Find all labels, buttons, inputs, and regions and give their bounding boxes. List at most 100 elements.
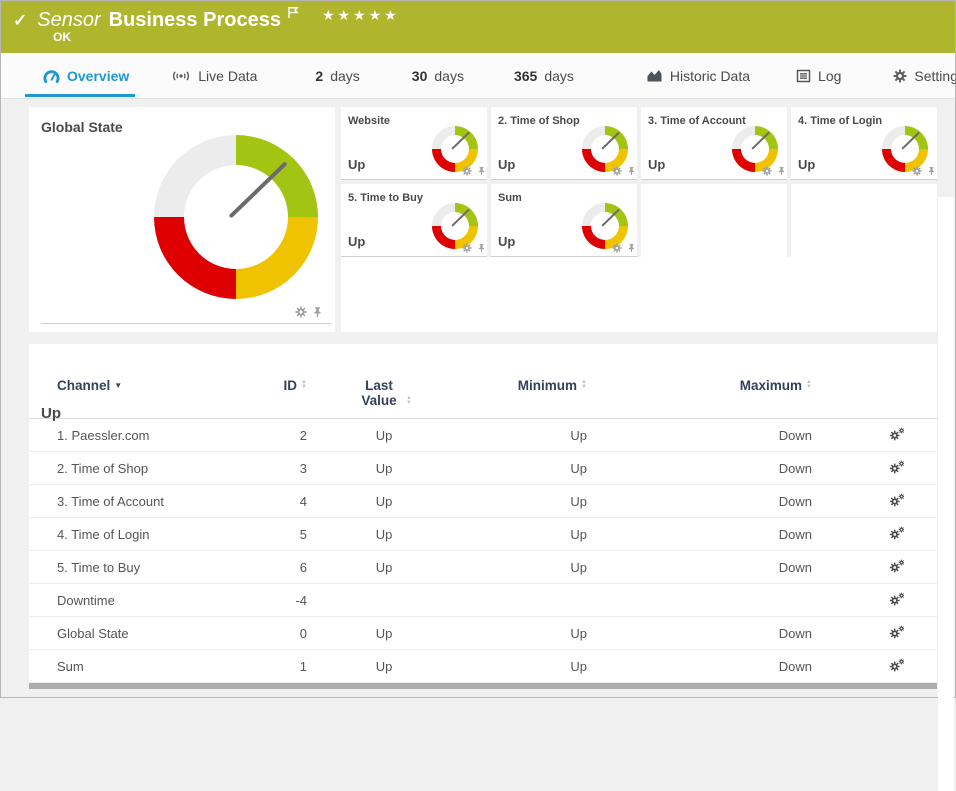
tab-live-data[interactable]: Live Data: [171, 68, 257, 84]
mini-gauge: [432, 126, 478, 172]
gauge-card-time-to-buy[interactable]: 5. Time to Buy Up: [341, 184, 487, 257]
pin-icon[interactable]: [777, 166, 786, 176]
channel-settings-gears-icon[interactable]: [812, 525, 937, 543]
cell-maximum: Down: [778, 427, 812, 443]
channel-settings-gears-icon[interactable]: [812, 624, 937, 642]
tab-365-days[interactable]: 365 days: [514, 68, 574, 84]
sort-icon: ▲ ▼: [301, 379, 307, 390]
tab-log[interactable]: Log: [796, 68, 841, 84]
tab-overview[interactable]: Overview: [24, 68, 136, 97]
pin-icon[interactable]: [627, 243, 636, 253]
channel-settings-gears-icon[interactable]: [812, 591, 937, 609]
sort-desc-icon: ▼: [114, 381, 123, 390]
cell-channel: 4. Time of Login: [57, 526, 150, 542]
cell-maximum: Down: [778, 559, 812, 575]
column-header-channel[interactable]: Channel ▼: [57, 378, 227, 393]
channel-settings-gears-icon[interactable]: [812, 426, 937, 444]
tab-2-days-num: 2: [315, 67, 324, 84]
cell-id: -4: [295, 592, 307, 608]
gear-icon[interactable]: [295, 306, 307, 318]
log-icon: [796, 69, 811, 82]
tab-2-days[interactable]: 2 days: [315, 68, 359, 84]
sensor-status-bar: ✓ Sensor Business Process ★★★★★ OK: [1, 1, 955, 53]
pin-icon[interactable]: [627, 166, 636, 176]
gauge-card-website[interactable]: Website Up: [341, 107, 487, 180]
mini-gauge: [732, 126, 778, 172]
cell-maximum: Down: [778, 658, 812, 674]
channel-settings-gears-icon[interactable]: [812, 492, 937, 510]
tab-30-days[interactable]: 30 days: [412, 68, 464, 84]
cell-channel: 1. Paessler.com: [57, 427, 150, 443]
pin-icon[interactable]: [312, 306, 323, 318]
tab-settings-label: Settings: [914, 67, 956, 84]
mini-gauge: [582, 203, 628, 249]
gauge-card-time-of-shop[interactable]: 2. Time of Shop Up: [491, 107, 637, 180]
table-row: 5. Time to Buy 6 Up Up Down: [29, 551, 937, 584]
gauge-status-value: Up: [798, 157, 816, 172]
gauge-status-value: Up: [498, 157, 516, 172]
divider: [41, 323, 331, 324]
gauge-card-time-of-login[interactable]: 4. Time of Login Up: [791, 107, 937, 180]
tab-settings[interactable]: Settings: [893, 68, 956, 84]
column-header-last-value[interactable]: Last Value ▲ ▼: [307, 378, 461, 408]
cell-channel: Downtime: [57, 592, 115, 608]
channel-settings-gears-icon[interactable]: [812, 558, 937, 576]
flag-icon[interactable]: [287, 6, 300, 24]
tab-historic-data[interactable]: Historic Data: [646, 68, 750, 84]
cell-channel: Global State: [57, 625, 129, 641]
channel-settings-gears-icon[interactable]: [812, 459, 937, 477]
empty-cell: [641, 184, 787, 257]
cell-maximum: Down: [778, 625, 812, 641]
cell-id: 0: [299, 625, 307, 641]
mini-gauge: [582, 126, 628, 172]
pin-icon[interactable]: [477, 243, 486, 253]
gauge-status-value: Up: [498, 234, 516, 249]
cell-id: 6: [299, 559, 307, 575]
column-header-id[interactable]: ID ▲ ▼: [227, 378, 307, 393]
tab-30-days-num: 30: [411, 67, 428, 84]
gauge-status-value: Up: [348, 157, 366, 172]
column-header-minimum[interactable]: Minimum ▲ ▼: [461, 378, 587, 393]
gear-icon[interactable]: [462, 243, 472, 253]
mini-gauge: [432, 203, 478, 249]
column-label: ID: [283, 378, 298, 393]
cell-channel: 5. Time to Buy: [57, 559, 141, 575]
area-chart-icon: [647, 70, 662, 82]
column-label: Channel: [57, 378, 111, 393]
channel-settings-gears-icon[interactable]: [812, 657, 937, 675]
gauge-icon: [43, 69, 60, 83]
pin-icon[interactable]: [477, 166, 486, 176]
gauge-card-global-state[interactable]: Global State Up: [29, 107, 335, 422]
gear-icon[interactable]: [912, 166, 922, 176]
cell-id: 4: [299, 493, 307, 509]
table-row: Global State 0 Up Up Down: [29, 617, 937, 650]
column-label: Last Value: [361, 378, 397, 408]
gauge-title: 5. Time to Buy: [348, 192, 423, 204]
gauge-card-time-of-account[interactable]: 3. Time of Account Up: [641, 107, 787, 180]
sort-icon: ▲ ▼: [406, 395, 412, 406]
cell-last-value: Up: [375, 526, 393, 542]
table-row: Sum 1 Up Up Down: [29, 650, 937, 683]
gear-icon[interactable]: [612, 166, 622, 176]
gear-icon[interactable]: [462, 166, 472, 176]
global-state-gauge: [154, 135, 318, 299]
channels-table: Channel ▼ ID ▲ ▼ Last Value ▲ ▼ Minimum ▲ ▼…: [29, 344, 937, 683]
cell-maximum: Down: [778, 460, 812, 476]
priority-stars[interactable]: ★★★★★: [321, 7, 400, 23]
tab-365-days-num: 365: [513, 67, 538, 84]
sensor-title: Business Process: [108, 9, 281, 31]
gear-icon[interactable]: [612, 243, 622, 253]
filler: [341, 257, 937, 332]
gear-icon[interactable]: [762, 166, 772, 176]
pin-icon[interactable]: [927, 166, 936, 176]
tab-30-days-label: days: [434, 67, 464, 84]
column-header-maximum[interactable]: Maximum ▲ ▼: [587, 378, 812, 393]
gauge-title: 2. Time of Shop: [498, 115, 580, 127]
gauge-title: 3. Time of Account: [648, 115, 746, 127]
tab-historic-data-label: Historic Data: [669, 67, 751, 84]
table-row: 1. Paessler.com 2 Up Up Down: [29, 419, 937, 452]
cell-last-value: Up: [375, 427, 393, 443]
cell-minimum: Up: [570, 526, 587, 542]
cell-id: 5: [299, 526, 307, 542]
gauge-card-sum[interactable]: Sum Up: [491, 184, 637, 257]
